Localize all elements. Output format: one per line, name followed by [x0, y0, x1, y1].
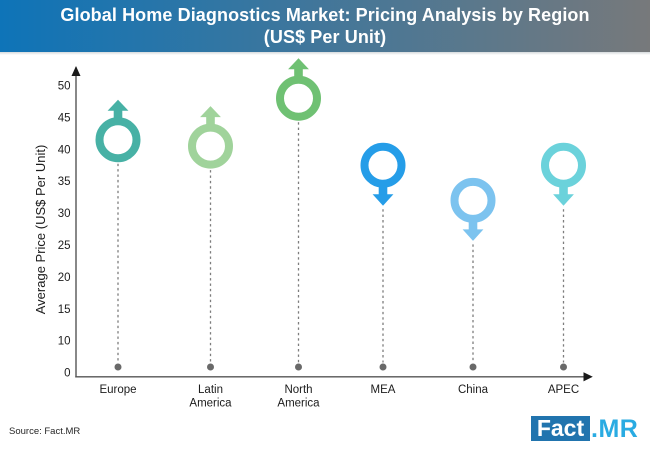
- ring-icon: [276, 75, 321, 121]
- marker-mea: [360, 142, 406, 371]
- up-arrow-stem-north-america: [294, 68, 303, 80]
- up-arrow-stem-latin-america: [206, 116, 215, 128]
- down-arrow-icon: [553, 194, 574, 206]
- category-label-north-america: America: [277, 398, 320, 410]
- marker-latin-america: [188, 106, 233, 371]
- title-bar: Global Home Diagnostics Market: Pricing …: [0, 0, 650, 55]
- baseline-dot-apec: [560, 363, 567, 371]
- marker-china: [450, 177, 496, 371]
- y-tick-labels: 0 10 15 20 25 30 35 40 45 50: [58, 81, 71, 380]
- data-markers: [95, 58, 586, 371]
- category-label-apec: APEC: [548, 384, 579, 396]
- chart-title-line1: Global Home Diagnostics Market: Pricing …: [60, 5, 590, 25]
- category-label-latin-america: America: [189, 398, 232, 410]
- up-arrow-icon: [200, 106, 221, 118]
- y-tick-label-35: 35: [58, 176, 71, 188]
- source-note: Source: Fact.MR: [9, 426, 81, 437]
- y-tick-label-20: 20: [58, 272, 71, 284]
- category-labels: Europe Latin America North America MEA China AP…: [99, 384, 579, 410]
- baseline-dot-north-america: [295, 363, 302, 371]
- y-tick-label-0: 0: [64, 368, 70, 380]
- baseline-dot-europe: [114, 363, 122, 371]
- down-arrow-stem-apec: [559, 183, 568, 195]
- baseline-dot-mea: [379, 363, 387, 371]
- down-arrow-stem-mea: [378, 183, 388, 195]
- y-axis-title: Average Price (US$ Per Unit): [33, 145, 48, 315]
- down-arrow-icon: [462, 229, 484, 241]
- baseline-dot-latin-america: [207, 363, 214, 371]
- y-tick-label-40: 40: [58, 144, 71, 156]
- y-tick-label-50: 50: [58, 81, 71, 93]
- down-arrow-stem-china: [468, 218, 478, 230]
- y-axis-arrowhead: [71, 66, 81, 76]
- category-label-north-america: North: [284, 384, 312, 396]
- factmr-logo-box: Fact: [531, 416, 590, 441]
- category-label-latin-america: Latin: [198, 384, 223, 396]
- marker-apec: [541, 142, 586, 371]
- chart-title-line2: (US$ Per Unit): [263, 27, 387, 47]
- up-arrow-stem-europe: [113, 110, 123, 122]
- category-label-europe: Europe: [99, 384, 136, 396]
- baseline-dot-china: [469, 363, 477, 371]
- down-arrow-icon: [372, 194, 394, 206]
- category-label-mea: MEA: [371, 384, 396, 396]
- y-tick-label-30: 30: [58, 208, 71, 220]
- factmr-logo-box-text: Fact: [536, 415, 585, 441]
- y-tick-label-25: 25: [58, 240, 71, 252]
- marker-europe: [95, 99, 141, 371]
- factmr-logo: Fact .MR: [531, 415, 639, 443]
- y-tick-label-10: 10: [58, 336, 71, 348]
- factmr-logo-suffix: .MR: [591, 415, 639, 443]
- axes: [71, 66, 593, 382]
- up-arrow-icon: [288, 58, 309, 70]
- y-tick-label-45: 45: [58, 112, 71, 124]
- ring-icon: [95, 117, 141, 163]
- category-label-china: China: [458, 384, 489, 396]
- y-tick-label-15: 15: [58, 304, 71, 316]
- ring-icon: [450, 177, 496, 223]
- ring-icon: [541, 142, 586, 188]
- marker-north-america: [276, 58, 321, 371]
- ring-icon: [360, 142, 406, 188]
- x-axis-arrowhead: [583, 372, 593, 382]
- ring-icon: [188, 123, 233, 169]
- up-arrow-icon: [107, 99, 129, 111]
